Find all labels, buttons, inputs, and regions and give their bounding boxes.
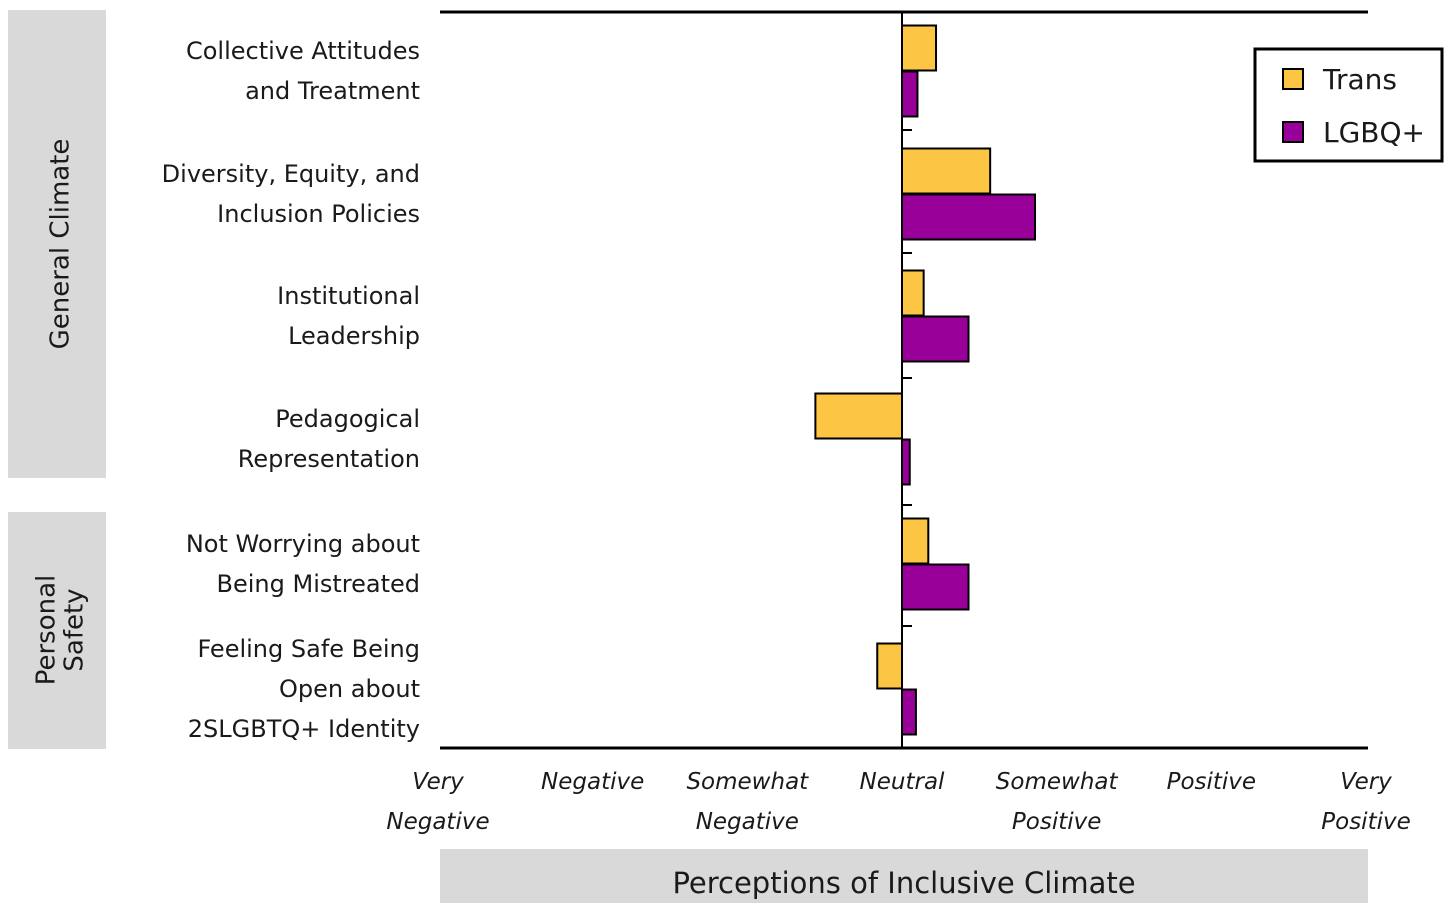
x-tick-labels: Very Negative Negative Somewhat Negative Neut… [386, 769, 1410, 835]
x-tick-label: Very [412, 769, 464, 795]
category-label: Not Worrying about [186, 530, 420, 558]
category-label: Representation [238, 445, 420, 473]
x-axis-label-band: Perceptions of Inclusive Climate [440, 849, 1368, 903]
category-label: Leadership [288, 322, 420, 350]
group-band-0 [8, 10, 106, 478]
bar-lgbq--5 [901, 688, 917, 736]
category-label: Diversity, Equity, and [162, 160, 420, 188]
legend-entry: LGBQ+ [1323, 116, 1425, 149]
x-tick-label: Positive [1321, 809, 1410, 835]
group-label: Personal [32, 575, 62, 686]
x-tick-label: Negative [386, 809, 489, 835]
category-label: and Treatment [245, 77, 420, 105]
bar-trans-0 [901, 24, 938, 72]
axes [440, 10, 1368, 750]
bars [814, 24, 1037, 736]
category-label: Being Mistreated [217, 570, 420, 598]
bar-lgbq--2 [901, 315, 970, 363]
group-band-1 [8, 512, 106, 749]
bar-lgbq--4 [901, 563, 970, 611]
group-label: General Climate [46, 139, 76, 350]
x-axis-label-background [440, 849, 1368, 903]
bar-trans-1 [901, 147, 992, 195]
x-tick-label: Very [1340, 769, 1392, 795]
x-tick-label: Somewhat [686, 769, 809, 795]
category-label: Inclusion Policies [217, 200, 420, 228]
legend: Trans LGBQ+ [1253, 47, 1444, 163]
x-tick-label: Positive [1167, 769, 1256, 795]
x-tick-label: Positive [1012, 809, 1101, 835]
category-labels: Collective Attitudes and Treatment Diversi… [162, 37, 420, 743]
bar-trans-4 [901, 517, 930, 565]
category-label: Institutional [277, 282, 420, 310]
legend-swatch [1282, 121, 1304, 143]
bar-trans-2 [901, 269, 925, 317]
bar-lgbq--0 [901, 70, 919, 118]
bar-trans-5 [876, 642, 904, 690]
x-tick-label: Negative [541, 769, 644, 795]
x-axis-label: Perceptions of Inclusive Climate [672, 866, 1135, 900]
category-label: 2SLGBTQ+ Identity [188, 715, 420, 743]
legend-swatch [1282, 68, 1304, 90]
bar-lgbq--1 [901, 193, 1037, 241]
bar-trans-3 [814, 392, 903, 440]
group-label: Safety [60, 588, 90, 671]
x-tick-label: Somewhat [996, 769, 1119, 795]
bar-lgbq--3 [901, 438, 911, 486]
x-tick-label: Neutral [860, 769, 946, 795]
legend-entry: Trans [1322, 63, 1397, 96]
category-label: Feeling Safe Being [197, 635, 420, 663]
category-label: Open about [279, 675, 420, 703]
x-tick-label: Negative [696, 809, 799, 835]
category-label: Collective Attitudes [186, 37, 420, 65]
category-label: Pedagogical [275, 405, 420, 433]
